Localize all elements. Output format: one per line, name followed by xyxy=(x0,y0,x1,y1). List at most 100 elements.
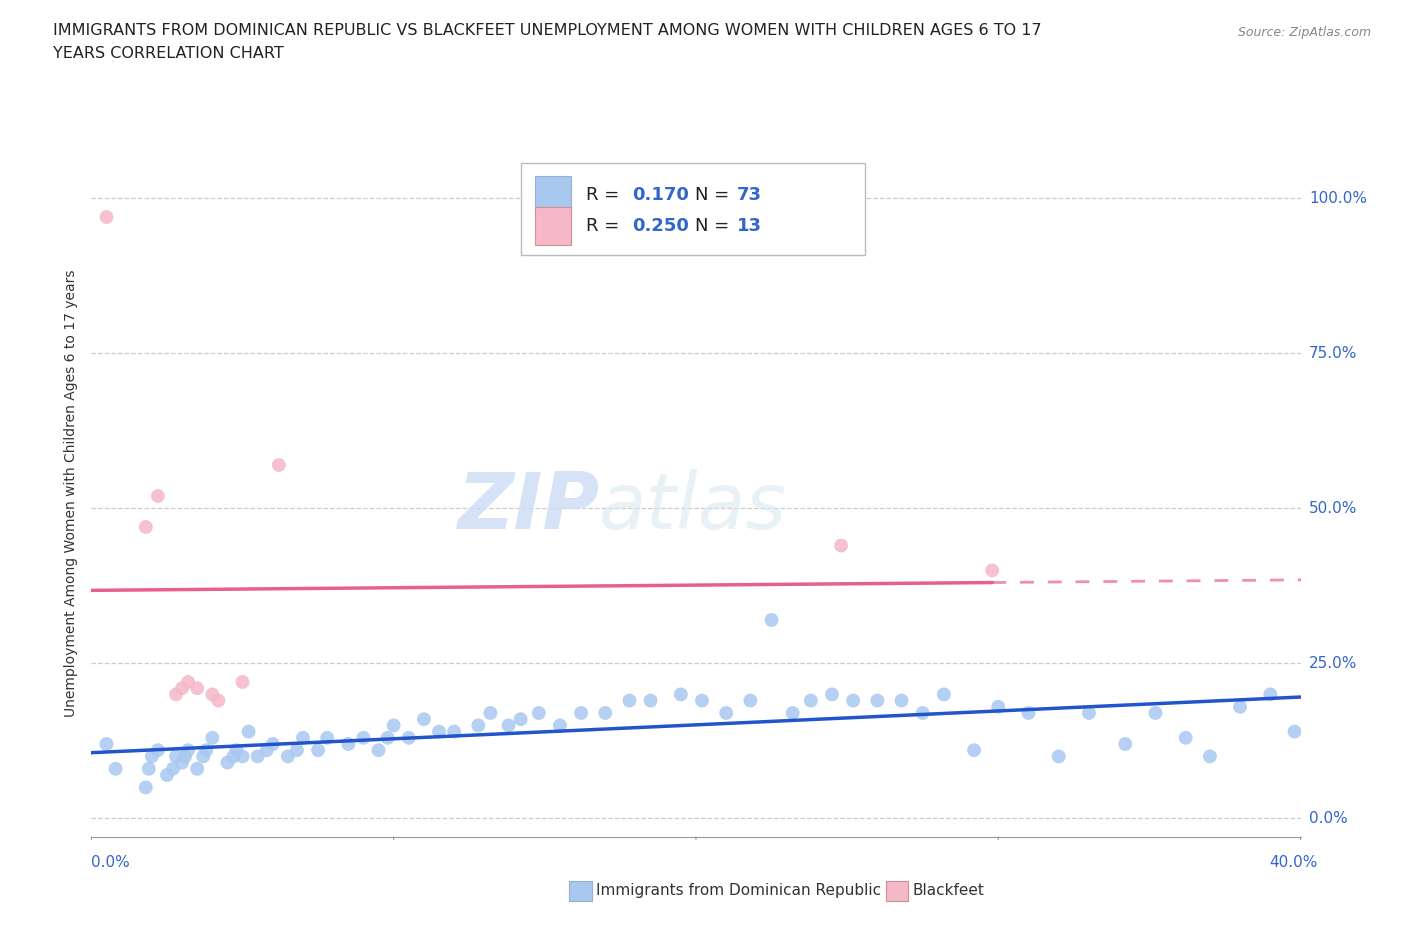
Point xyxy=(186,762,208,777)
Text: 100.0%: 100.0% xyxy=(1309,191,1367,206)
Point xyxy=(479,706,502,721)
Text: 0.0%: 0.0% xyxy=(91,855,131,870)
Point xyxy=(1144,706,1167,721)
Point xyxy=(135,780,157,795)
Point xyxy=(1047,749,1070,764)
Point xyxy=(177,674,200,689)
Point xyxy=(267,458,290,472)
Point xyxy=(398,730,420,745)
Point xyxy=(165,687,187,702)
Point xyxy=(498,718,520,733)
Point xyxy=(367,743,389,758)
Point xyxy=(246,749,269,764)
Point xyxy=(987,699,1010,714)
Point xyxy=(172,755,194,770)
Point xyxy=(800,693,823,708)
Text: 50.0%: 50.0% xyxy=(1309,501,1357,516)
Point xyxy=(225,743,247,758)
Point xyxy=(740,693,762,708)
Point xyxy=(172,681,194,696)
Point xyxy=(138,762,160,777)
Text: 13: 13 xyxy=(737,218,762,235)
Text: 25.0%: 25.0% xyxy=(1309,656,1357,671)
Text: IMMIGRANTS FROM DOMINICAN REPUBLIC VS BLACKFEET UNEMPLOYMENT AMONG WOMEN WITH CH: IMMIGRANTS FROM DOMINICAN REPUBLIC VS BL… xyxy=(53,23,1042,38)
Point xyxy=(1284,724,1306,739)
Text: atlas: atlas xyxy=(599,469,787,545)
FancyBboxPatch shape xyxy=(520,163,865,256)
Point xyxy=(174,749,197,764)
Point xyxy=(146,488,169,503)
Point xyxy=(890,693,912,708)
Point xyxy=(256,743,278,758)
Text: ZIP: ZIP xyxy=(457,469,599,545)
Point xyxy=(201,730,224,745)
Point xyxy=(548,718,571,733)
Point xyxy=(1260,687,1282,702)
Point xyxy=(427,724,450,739)
Point xyxy=(146,743,169,758)
Point xyxy=(96,209,118,224)
Text: 73: 73 xyxy=(737,186,762,205)
Point xyxy=(231,749,253,764)
Text: N =: N = xyxy=(695,186,735,205)
Text: Source: ZipAtlas.com: Source: ZipAtlas.com xyxy=(1237,26,1371,39)
Point xyxy=(217,755,239,770)
Point xyxy=(911,706,934,721)
Point xyxy=(1077,706,1099,721)
Text: Blackfeet: Blackfeet xyxy=(912,884,984,898)
Point xyxy=(231,674,253,689)
FancyBboxPatch shape xyxy=(536,177,571,214)
Point xyxy=(714,706,737,721)
Text: 0.0%: 0.0% xyxy=(1309,811,1347,826)
Point xyxy=(135,520,157,535)
Text: 0.250: 0.250 xyxy=(631,218,689,235)
Point xyxy=(443,724,465,739)
Point xyxy=(337,737,360,751)
Point xyxy=(177,743,200,758)
Point xyxy=(222,749,245,764)
FancyBboxPatch shape xyxy=(536,207,571,246)
Point xyxy=(186,681,208,696)
Point xyxy=(1229,699,1251,714)
Text: 0.170: 0.170 xyxy=(631,186,689,205)
Point xyxy=(352,730,374,745)
Point xyxy=(377,730,399,745)
Point xyxy=(162,762,184,777)
Point xyxy=(1174,730,1197,745)
Point xyxy=(569,706,592,721)
Point xyxy=(285,743,308,758)
Point xyxy=(932,687,955,702)
Point xyxy=(165,749,187,764)
Point xyxy=(1114,737,1136,751)
Point xyxy=(382,718,405,733)
Text: 75.0%: 75.0% xyxy=(1309,346,1357,361)
Point xyxy=(690,693,713,708)
Point xyxy=(830,538,852,553)
Point xyxy=(467,718,489,733)
Text: 40.0%: 40.0% xyxy=(1270,855,1317,870)
Point xyxy=(669,687,692,702)
Point xyxy=(195,743,218,758)
Point xyxy=(156,767,179,782)
Point xyxy=(201,687,224,702)
Point xyxy=(238,724,260,739)
Point xyxy=(509,711,531,726)
Text: Immigrants from Dominican Republic: Immigrants from Dominican Republic xyxy=(596,884,882,898)
Point xyxy=(761,613,783,628)
Point xyxy=(207,693,229,708)
Text: N =: N = xyxy=(695,218,735,235)
Point xyxy=(640,693,662,708)
Point xyxy=(821,687,844,702)
Point xyxy=(1018,706,1040,721)
Point xyxy=(141,749,163,764)
Point xyxy=(292,730,315,745)
Point xyxy=(866,693,889,708)
Point xyxy=(96,737,118,751)
Text: R =: R = xyxy=(586,186,624,205)
Y-axis label: Unemployment Among Women with Children Ages 6 to 17 years: Unemployment Among Women with Children A… xyxy=(63,269,77,717)
Point xyxy=(307,743,329,758)
Point xyxy=(316,730,339,745)
Point xyxy=(413,711,436,726)
Text: R =: R = xyxy=(586,218,624,235)
Point xyxy=(782,706,804,721)
